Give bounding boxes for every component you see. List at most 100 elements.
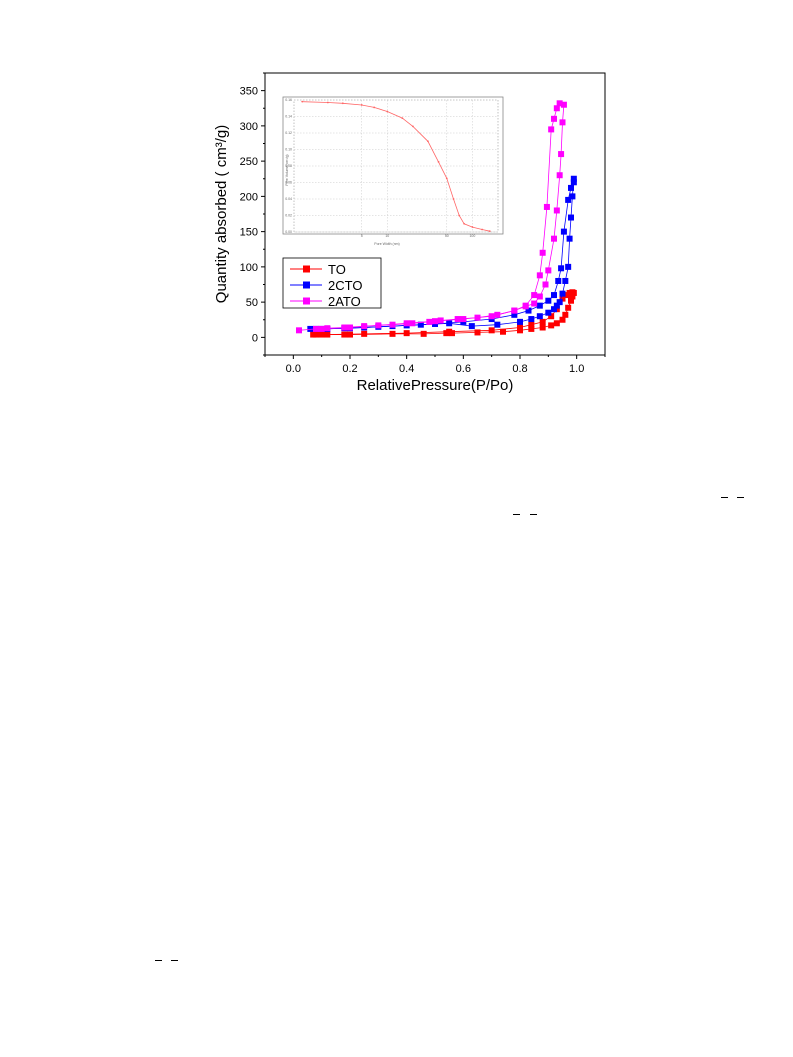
inset-data-point bbox=[401, 117, 404, 120]
data-point bbox=[559, 119, 566, 126]
inset-x-tick-label: 5 bbox=[361, 234, 363, 238]
data-point bbox=[565, 196, 572, 203]
data-point bbox=[347, 331, 353, 338]
data-point bbox=[494, 321, 501, 328]
data-point bbox=[568, 297, 574, 304]
y-tick-label: 350 bbox=[240, 86, 258, 98]
data-point bbox=[536, 313, 543, 320]
inset-y-tick-label: 0.16 bbox=[285, 98, 292, 102]
inset-data-point bbox=[463, 222, 466, 225]
data-point bbox=[563, 292, 570, 299]
data-point bbox=[565, 263, 572, 270]
data-point bbox=[560, 101, 567, 108]
data-point bbox=[565, 304, 572, 311]
data-point bbox=[560, 228, 567, 235]
data-point bbox=[511, 311, 518, 318]
inset-y-label: Pore Volume(cm³/g) bbox=[285, 154, 289, 185]
data-point bbox=[403, 320, 410, 327]
inset-data-point bbox=[326, 101, 329, 104]
legend-label: 2ATO bbox=[328, 294, 361, 309]
x-tick-label: 1.0 bbox=[569, 363, 584, 375]
legend-marker bbox=[303, 265, 310, 273]
data-point bbox=[318, 331, 325, 338]
formatting-mark bbox=[721, 497, 728, 498]
inset-y-tick-label: 0.00 bbox=[285, 230, 292, 234]
formatting-mark bbox=[171, 960, 178, 961]
inset-y-tick-label: 0.14 bbox=[285, 115, 292, 119]
inset-x-tick-label: 10 bbox=[385, 234, 389, 238]
inset-x-tick-label: 50 bbox=[445, 234, 449, 238]
data-point bbox=[545, 309, 552, 316]
data-point bbox=[553, 320, 560, 327]
data-point bbox=[556, 100, 563, 107]
legend-marker bbox=[303, 281, 310, 289]
data-point bbox=[318, 325, 325, 332]
data-point bbox=[539, 318, 546, 325]
data-point bbox=[559, 290, 566, 297]
data-point bbox=[551, 235, 557, 242]
data-point bbox=[553, 207, 560, 214]
data-point bbox=[569, 293, 576, 300]
data-point bbox=[446, 328, 453, 335]
data-point bbox=[460, 316, 467, 323]
data-point bbox=[559, 316, 566, 323]
data-point bbox=[403, 330, 410, 337]
inset-ticks: 0.00 0.02 0.04 0.06 0.08 0.10 0.12 0.14 0.16 5 10 5… bbox=[285, 98, 475, 238]
data-point bbox=[570, 179, 577, 186]
y-tick-label: 150 bbox=[240, 227, 258, 239]
inset-data-point bbox=[341, 102, 344, 105]
data-point bbox=[488, 327, 495, 334]
data-point bbox=[528, 325, 535, 332]
data-point bbox=[562, 277, 569, 284]
data-point bbox=[536, 293, 543, 300]
data-point bbox=[539, 324, 546, 331]
data-point bbox=[432, 318, 438, 325]
data-point bbox=[296, 327, 302, 334]
data-point bbox=[568, 214, 574, 221]
data-point bbox=[542, 281, 549, 288]
legend-label: 2CTO bbox=[328, 278, 362, 293]
inset-chart: 0.00 0.02 0.04 0.06 0.08 0.10 0.12 0.14 0.16 5 10 5… bbox=[282, 96, 504, 246]
formatting-mark bbox=[155, 960, 162, 961]
inset-data-point bbox=[386, 110, 389, 113]
inset-data-point bbox=[373, 106, 376, 109]
y-tick-label: 50 bbox=[246, 297, 258, 309]
y-tick-label: 200 bbox=[240, 191, 258, 203]
data-point bbox=[555, 277, 562, 284]
legend-marker bbox=[303, 297, 310, 305]
inset-y-tick-label: 0.12 bbox=[285, 131, 292, 135]
series-layer bbox=[296, 100, 577, 338]
legend-box bbox=[282, 257, 382, 309]
inset-data-point bbox=[427, 140, 429, 143]
data-point bbox=[566, 235, 573, 242]
data-point bbox=[531, 300, 538, 307]
inset-data-point bbox=[437, 160, 440, 163]
data-point bbox=[531, 292, 538, 299]
x-tick-label: 0.6 bbox=[456, 363, 471, 375]
y-axis-label: Quantity absorbed ( cm³/g) bbox=[213, 125, 230, 303]
data-point bbox=[525, 307, 532, 314]
inset-y-tick-label: 0.06 bbox=[285, 181, 292, 185]
inset-data-point bbox=[301, 100, 304, 103]
data-point bbox=[488, 313, 495, 320]
data-point bbox=[500, 328, 506, 335]
data-point bbox=[347, 324, 353, 331]
formatting-mark bbox=[513, 514, 520, 515]
formatting-mark bbox=[530, 514, 537, 515]
inset-data-point bbox=[481, 228, 483, 231]
data-point bbox=[517, 318, 523, 325]
data-point bbox=[551, 115, 557, 122]
x-tick-label: 0.4 bbox=[399, 363, 414, 375]
data-point bbox=[528, 321, 535, 328]
inset-data-point bbox=[452, 198, 455, 200]
data-point bbox=[539, 249, 546, 256]
data-point bbox=[562, 311, 569, 318]
data-point bbox=[389, 330, 396, 337]
x-tick-label: 0.0 bbox=[286, 363, 301, 375]
data-point bbox=[568, 184, 574, 191]
data-point bbox=[420, 330, 427, 337]
y-tick-label: 300 bbox=[240, 121, 258, 133]
data-point bbox=[517, 324, 523, 331]
